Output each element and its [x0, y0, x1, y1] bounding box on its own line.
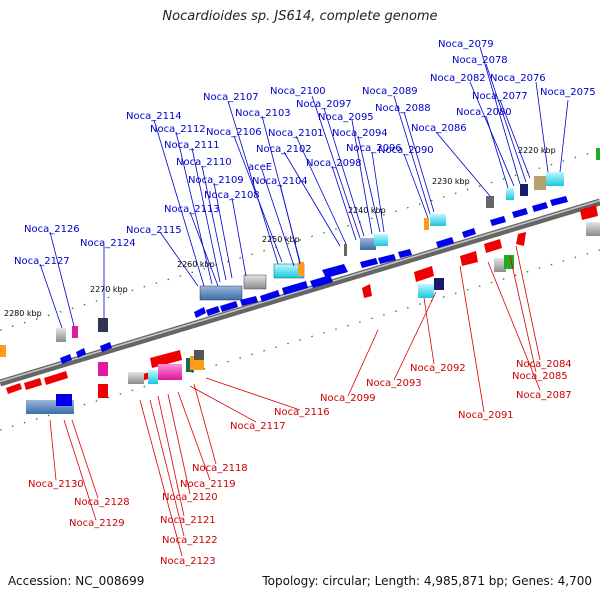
gene-label: aceE	[248, 162, 272, 173]
gene-label: Noca_2094	[332, 128, 388, 139]
gene-label: Noca_2107	[203, 92, 259, 103]
gene-label: Noca_2078	[452, 55, 508, 66]
gene-label: Noca_2099	[320, 393, 376, 404]
gene-label: Noca_2117	[230, 421, 286, 432]
gene-label: Noca_2112	[150, 124, 206, 135]
tick-label: 2270 kbp	[90, 285, 128, 294]
gene-label: Noca_2096	[346, 143, 402, 154]
gene-label: Noca_2075	[540, 87, 596, 98]
bottom-leader-lines	[49, 245, 541, 557]
gene-label: Noca_2101	[268, 128, 324, 139]
gene-label: Noca_2079	[438, 39, 494, 50]
tick-label: 2280 kbp	[4, 309, 42, 318]
gene-label: Noca_2109	[188, 175, 244, 186]
gene-label: Noca_2122	[162, 535, 218, 546]
gene-label: Noca_2111	[164, 140, 220, 151]
gene-label: Noca_2090	[378, 145, 434, 156]
gene-label: Noca_2077	[472, 91, 528, 102]
gene-label: Noca_2092	[410, 363, 466, 374]
gene-label: Noca_2100	[270, 86, 326, 97]
genome-summary: Topology: circular; Length: 4,985,871 bp…	[262, 574, 592, 588]
gene-label: Noca_2127	[14, 256, 70, 267]
gene-label: Noca_2093	[366, 378, 422, 389]
gene-label: Noca_2118	[192, 463, 248, 474]
gene-label: Noca_2130	[28, 479, 84, 490]
map-title: Nocardioides sp. JS614, complete genome	[162, 9, 438, 24]
gene-label: Noca_2108	[204, 190, 260, 201]
tick-labels: 2220 kbp 2230 kbp 2240 kbp 2250 kbp 2260…	[4, 146, 556, 318]
gene-label: Noca_2095	[318, 112, 374, 123]
top-leader-lines	[39, 46, 569, 329]
gene-label: Noca_2121	[160, 515, 216, 526]
gene-label: Noca_2115	[126, 225, 182, 236]
gene-label: Noca_2129	[69, 518, 125, 529]
tick-label: 2250 kbp	[262, 235, 300, 244]
gene-label: Noca_2124	[80, 238, 136, 249]
gene-label: Noca_2123	[160, 556, 216, 567]
inner-dotted-track	[0, 249, 600, 431]
gene-label: Noca_2113	[164, 204, 220, 215]
top-gene-labels: Noca_2079 Noca_2078 Noca_2082 Noca_2076 …	[14, 39, 596, 267]
gene-label: Noca_2114	[126, 111, 182, 122]
gene-label: Noca_2098	[306, 158, 362, 169]
gene-label: Noca_2088	[375, 103, 431, 114]
gene-label: Noca_2128	[74, 497, 130, 508]
gene-label: Noca_2084	[516, 359, 572, 370]
gene-label: Noca_2104	[252, 176, 308, 187]
gene-label: Noca_2082	[430, 73, 486, 84]
gene-label: Noca_2080	[456, 107, 512, 118]
bottom-gene-labels: Noca_2084 Noca_2085 Noca_2092 Noca_2093 …	[28, 359, 572, 567]
gene-label: Noca_2087	[516, 390, 572, 401]
gene-label: Noca_2085	[512, 371, 568, 382]
tick-label: 2220 kbp	[518, 146, 556, 155]
gene-label: Noca_2119	[180, 479, 236, 490]
tick-label: 2240 kbp	[348, 206, 386, 215]
gene-label: Noca_2097	[296, 99, 352, 110]
reverse-strand-genes	[6, 205, 600, 414]
gene-label: Noca_2091	[458, 410, 514, 421]
gene-label: Noca_2120	[162, 492, 218, 503]
gene-label: Noca_2086	[411, 123, 467, 134]
tick-label: 2260 kbp	[177, 260, 215, 269]
gene-label: Noca_2089	[362, 86, 418, 97]
gene-label: Noca_2126	[24, 224, 80, 235]
gene-label: Noca_2116	[274, 407, 330, 418]
gene-label: Noca_2076	[490, 73, 546, 84]
genome-backbone	[0, 198, 600, 387]
gene-label: Noca_2103	[235, 108, 291, 119]
gene-label: Noca_2110	[176, 157, 232, 168]
gene-label: Noca_2106	[206, 127, 262, 138]
forward-strand-arrows	[60, 196, 568, 364]
outer-dotted-track	[0, 149, 600, 331]
tick-label: 2230 kbp	[432, 177, 470, 186]
upper-track-genes	[0, 148, 600, 357]
gene-label: Noca_2102	[256, 144, 312, 155]
accession-text: Accession: NC_008699	[8, 574, 145, 588]
